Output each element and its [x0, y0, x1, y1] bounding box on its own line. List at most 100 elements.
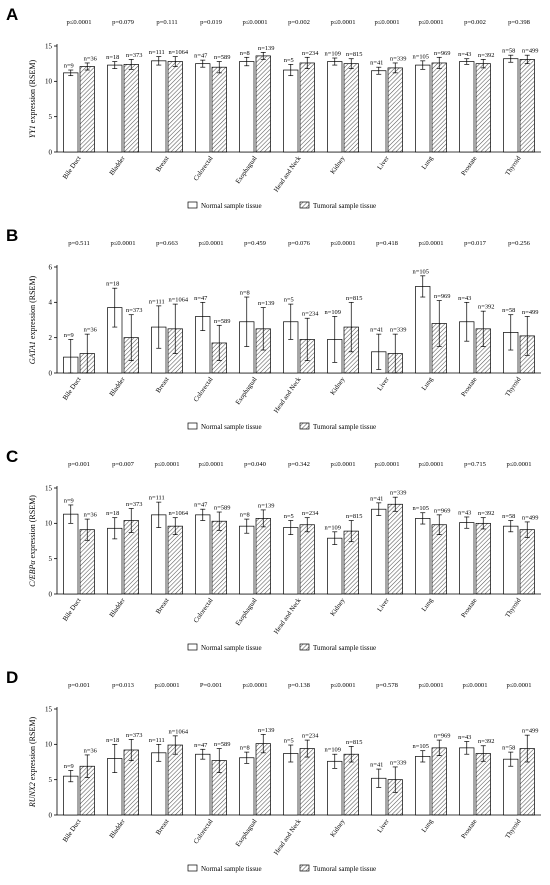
n-label-tumoral: n=499: [522, 48, 538, 55]
category-label: Prostate: [460, 155, 478, 177]
bar-tumoral: [343, 63, 359, 153]
bar-tumoral: [519, 529, 535, 595]
n-label-tumoral: n=139: [258, 727, 274, 734]
bar-normal: [239, 757, 255, 816]
p-value-label: p=0.398: [508, 19, 531, 26]
bar-tumoral: [431, 747, 447, 816]
p-value-label: p=0.256: [508, 240, 531, 247]
bar-tumoral: [211, 66, 227, 153]
p-value-label: p≤0.0001: [154, 682, 179, 689]
legend-label-normal: Normal sample tissue: [201, 644, 262, 652]
category-label: Lung: [421, 376, 435, 392]
p-value-label: p≤0.0001: [198, 240, 223, 247]
n-label-tumoral: n=36: [84, 55, 97, 62]
n-label-normal: n=9: [64, 763, 74, 770]
bar-normal: [459, 522, 475, 595]
n-label-normal: n=43: [458, 509, 471, 516]
n-label-normal: n=41: [370, 495, 383, 502]
p-value-label: p=0.002: [464, 19, 486, 26]
y-tick-label: 0: [49, 590, 53, 598]
category-label: Kidney: [329, 818, 347, 839]
category-label: Esophagual: [235, 376, 259, 406]
category-label: Colorectal: [193, 597, 215, 624]
category-label: Lung: [421, 818, 435, 834]
category-label: Lung: [421, 155, 435, 171]
n-label-normal: n=111: [149, 298, 165, 305]
y-tick-label: 0: [49, 148, 53, 156]
p-value-label: p≤0.0001: [242, 19, 267, 26]
n-label-normal: n=109: [325, 524, 341, 531]
y-tick-label: 10: [45, 78, 53, 86]
bar-normal: [107, 64, 123, 153]
bar-normal: [459, 747, 475, 816]
category-label: Bile Duct: [62, 818, 83, 844]
n-label-tumoral: n=373: [126, 52, 142, 59]
category-label: Head and Neck: [273, 376, 303, 415]
y-tick-label: 0: [49, 811, 53, 819]
panel-a: A 0 5 10 15 YY1 expression (RSEM) p≤0.0001 n=9 n…: [6, 5, 541, 210]
bar-normal: [371, 508, 387, 595]
bar-normal: [503, 758, 519, 816]
category-label: Kidney: [329, 376, 347, 397]
n-label-normal: n=111: [149, 737, 165, 744]
n-label-normal: n=5: [284, 738, 294, 745]
bar-tumoral: [299, 524, 315, 595]
legend-swatch-tumoral: [299, 201, 310, 209]
p-value-label: p≤0.0001: [418, 682, 443, 689]
bar-normal: [283, 527, 299, 595]
n-label-tumoral: n=1064: [168, 297, 188, 304]
bar-tumoral: [387, 503, 403, 595]
bar-normal: [195, 63, 211, 153]
n-label-tumoral: n=392: [478, 52, 494, 59]
n-label-tumoral: n=373: [126, 307, 142, 314]
n-label-normal: n=41: [370, 327, 383, 334]
p-value-label: p=0.138: [288, 682, 311, 689]
n-label-tumoral: n=589: [214, 741, 230, 748]
category-label: Head and Neck: [273, 597, 303, 636]
n-label-normal: n=43: [458, 295, 471, 302]
bar-tumoral: [475, 63, 491, 153]
y-tick-label: 10: [45, 520, 53, 528]
panel-d: D 0 5 10 15 RUNX2 expression (RSEM) p=0.001 n=9…: [6, 668, 541, 873]
bar-tumoral: [431, 524, 447, 595]
legend-label-tumoral: Tumoral sample tissue: [313, 865, 376, 873]
category-label: Kidney: [329, 597, 347, 618]
n-label-normal: n=18: [106, 281, 119, 288]
n-label-normal: n=58: [502, 513, 515, 520]
n-label-tumoral: n=1064: [168, 728, 188, 735]
p-value-label: p=0.001: [68, 682, 90, 689]
bar-tumoral: [123, 64, 139, 153]
n-label-normal: n=47: [194, 502, 208, 509]
y-tick-label: 2: [49, 334, 53, 342]
bar-tumoral: [431, 62, 447, 153]
n-label-tumoral: n=234: [302, 50, 319, 57]
y-tick-label: 15: [45, 42, 53, 50]
n-label-normal: n=47: [194, 53, 208, 60]
n-label-normal: n=105: [413, 53, 429, 60]
p-value-label: p≤0.0001: [418, 240, 443, 247]
legend: Normal sample tissue Tumoral sample tissu…: [187, 864, 376, 873]
n-label-tumoral: n=589: [214, 318, 230, 325]
n-label-normal: n=58: [502, 48, 515, 55]
bar-normal: [503, 58, 519, 153]
category-label: Bile Duct: [62, 597, 83, 623]
n-label-normal: n=5: [284, 513, 294, 520]
bar-normal: [415, 755, 431, 816]
category-label: Thyroid: [504, 155, 523, 177]
bar-normal: [459, 61, 475, 153]
p-value-label: p=0.017: [464, 240, 487, 247]
n-label-normal: n=105: [413, 268, 429, 275]
n-label-normal: n=9: [64, 497, 74, 504]
p-value-label: p=0.715: [464, 461, 487, 468]
y-axis-label: YY1 expression (RSEM): [28, 60, 37, 139]
bar-normal: [283, 753, 299, 816]
n-label-tumoral: n=392: [478, 304, 494, 311]
n-label-tumoral: n=139: [258, 45, 274, 52]
bar-tumoral: [167, 61, 183, 153]
n-label-normal: n=8: [240, 290, 250, 297]
legend-label-normal: Normal sample tissue: [201, 865, 262, 873]
n-label-tumoral: n=815: [346, 295, 362, 302]
legend-label-normal: Normal sample tissue: [201, 423, 262, 431]
n-label-tumoral: n=589: [214, 54, 230, 61]
n-label-normal: n=47: [194, 295, 208, 302]
